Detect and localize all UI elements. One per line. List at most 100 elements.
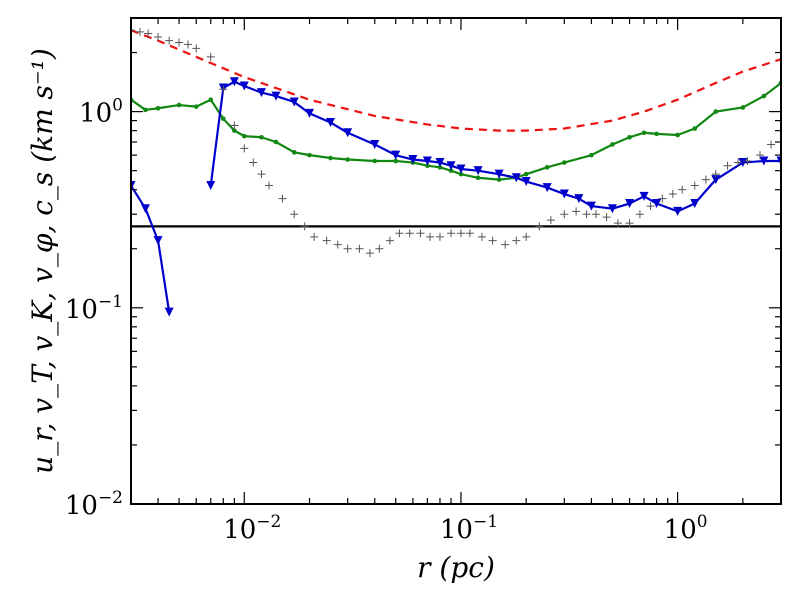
point-v-k <box>544 165 550 170</box>
point-v-t <box>582 210 591 219</box>
point-v-t <box>756 151 765 160</box>
point-u-r-outer <box>607 204 617 214</box>
point-v-t <box>625 219 634 228</box>
point-v-t <box>501 240 510 249</box>
point-v-t <box>135 27 144 36</box>
series-line-c-s <box>131 29 781 132</box>
point-v-t <box>355 244 364 253</box>
point-v-k <box>437 165 443 170</box>
point-v-t <box>192 44 201 53</box>
point-v-t <box>206 52 215 61</box>
x-tick-label: 100 <box>664 512 708 545</box>
point-u-r-outer <box>239 81 249 91</box>
point-v-t <box>701 175 710 184</box>
point-v-t <box>154 33 163 42</box>
point-u-r-outer <box>408 155 418 165</box>
x-axis-title: r (pc) <box>417 551 495 584</box>
series-layer <box>131 26 781 317</box>
point-v-t <box>322 236 331 245</box>
point-v-k <box>475 175 481 181</box>
point-v-k <box>562 160 567 165</box>
point-v-k <box>307 152 312 158</box>
point-v-t <box>365 249 374 258</box>
point-v-t <box>488 236 497 245</box>
point-u-r-outer <box>738 158 748 168</box>
point-v-t <box>723 161 732 170</box>
point-v-k <box>393 158 399 164</box>
point-v-t <box>395 229 404 238</box>
point-v-k <box>496 177 502 182</box>
point-v-t <box>343 244 352 253</box>
point-u-r-outer <box>391 150 401 160</box>
point-v-t <box>522 232 531 241</box>
point-v-k <box>740 105 746 110</box>
y-tick-label: 100 <box>79 96 123 129</box>
point-u-r-outer <box>446 161 456 171</box>
point-v-t <box>613 219 622 228</box>
point-u-r-outer <box>305 108 315 118</box>
point-v-t <box>635 210 644 219</box>
point-v-t <box>240 144 249 153</box>
point-v-k <box>220 116 226 122</box>
point-u-r-outer <box>776 156 781 166</box>
point-v-t <box>144 29 153 38</box>
point-u-r-outer <box>271 91 281 101</box>
point-u-r-outer <box>521 177 531 187</box>
point-v-k <box>589 152 594 158</box>
point-v-k <box>208 97 214 103</box>
ticks-layer: 10−2 10−1 100 10−2 10−1 100 <box>65 17 782 545</box>
point-v-t <box>456 229 465 238</box>
point-u-r-outer <box>435 158 445 168</box>
y-tick-label: 10−1 <box>65 292 123 325</box>
point-v-k <box>610 142 615 147</box>
point-v-k <box>328 155 333 161</box>
point-v-k <box>232 128 237 133</box>
point-u-r-inner <box>141 204 151 214</box>
point-v-t <box>435 232 444 241</box>
y-tick-label: 10−2 <box>65 488 123 521</box>
point-v-k <box>259 134 264 140</box>
point-v-t <box>743 157 752 166</box>
point-v-k <box>193 104 199 109</box>
point-u-r-outer <box>206 181 216 191</box>
point-u-r-outer <box>586 201 596 211</box>
point-v-k <box>241 133 247 139</box>
point-u-r-outer <box>326 118 336 128</box>
point-v-t <box>333 240 342 249</box>
point-v-t <box>385 236 394 245</box>
point-v-k <box>654 131 659 137</box>
point-v-t <box>447 229 456 238</box>
point-v-t <box>560 210 569 219</box>
point-v-k <box>713 109 719 114</box>
series-line-v-k <box>131 82 781 181</box>
point-v-k <box>458 171 464 177</box>
point-v-t <box>426 232 435 241</box>
point-u-r-outer <box>673 206 683 216</box>
point-v-t <box>375 244 384 253</box>
point-v-k <box>345 157 350 162</box>
point-v-t <box>591 210 600 219</box>
y-axis-title: u_r, v_T, v_K, v_φ, c_s (km s⁻¹) <box>26 48 59 474</box>
point-v-t <box>310 232 319 241</box>
point-u-r-outer <box>289 97 299 107</box>
point-v-t <box>165 36 174 45</box>
point-u-r-outer <box>511 173 521 183</box>
point-u-r-inner <box>164 307 174 317</box>
point-u-r-outer <box>370 139 380 149</box>
point-u-r-outer <box>639 191 649 201</box>
point-v-t <box>264 181 273 190</box>
point-v-k <box>692 126 698 131</box>
point-v-t <box>477 232 486 241</box>
point-u-r-outer <box>652 199 662 209</box>
point-v-t <box>278 194 287 203</box>
point-v-t <box>300 222 309 231</box>
point-v-k <box>761 93 767 99</box>
point-v-k <box>641 130 647 136</box>
point-v-k <box>523 171 529 177</box>
point-v-t <box>690 181 699 190</box>
point-u-r-outer <box>494 169 504 179</box>
point-v-t <box>668 190 677 199</box>
point-v-k <box>143 107 148 113</box>
point-u-r-outer <box>229 77 239 87</box>
point-u-r-outer <box>690 199 700 209</box>
